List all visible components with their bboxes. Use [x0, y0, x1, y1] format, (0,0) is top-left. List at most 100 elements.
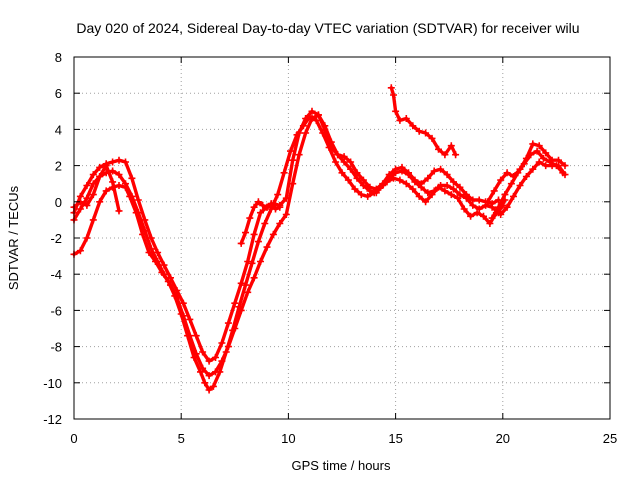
data-point-trace-b — [237, 306, 245, 314]
data-point-trace-f — [447, 142, 455, 150]
data-point-trace-b — [76, 205, 84, 213]
data-point-trace-c — [237, 279, 245, 287]
data-point-trace-c — [154, 249, 162, 256]
x-tick-label: 5 — [178, 431, 185, 446]
data-point-trace-d — [102, 162, 110, 170]
data-point-trace-a — [415, 192, 423, 200]
x-tick-label: 15 — [388, 431, 402, 446]
data-point-trace-f — [392, 107, 400, 115]
data-point-trace-b — [212, 368, 219, 376]
data-point-trace-c — [359, 176, 367, 184]
data-point-trace-a — [287, 147, 294, 155]
grid-layer — [74, 57, 610, 419]
data-point-trace-c — [244, 258, 252, 265]
data-point-trace-f — [422, 129, 430, 137]
data-point-trace-c — [224, 319, 232, 327]
data-point-trace-c — [398, 163, 406, 171]
data-point-trace-c — [321, 125, 329, 133]
data-point-trace-i — [516, 182, 524, 189]
data-point-trace-c — [282, 194, 290, 202]
y-tick-label: 6 — [55, 86, 62, 101]
data-point-trace-c — [122, 158, 129, 166]
data-point-trace-a — [209, 382, 217, 390]
data-point-trace-b — [302, 129, 310, 137]
data-point-trace-b — [147, 245, 155, 253]
data-point-trace-b — [218, 357, 226, 365]
data-point-trace-c — [128, 174, 136, 182]
y-tick-label: -2 — [50, 231, 62, 246]
y-axis-label: SDTVAR / TECUs — [6, 185, 21, 290]
data-point-trace-h — [516, 165, 524, 173]
data-point-trace-b — [450, 185, 457, 193]
data-point-trace-f — [441, 151, 449, 159]
data-point-trace-g — [501, 191, 509, 199]
data-point-trace-c — [417, 180, 425, 188]
data-point-trace-a — [454, 194, 462, 202]
data-point-trace-c — [308, 107, 316, 115]
y-tick-label: 2 — [55, 159, 62, 174]
data-point-trace-d — [109, 178, 117, 186]
data-point-trace-b — [269, 230, 277, 238]
data-point-trace-c — [199, 348, 207, 356]
data-point-trace-e — [254, 198, 262, 206]
data-point-trace-b — [295, 151, 303, 159]
data-point-trace-a — [280, 169, 288, 177]
y-tick-label: 0 — [55, 195, 62, 210]
data-point-trace-c — [456, 183, 464, 191]
data-point-trace-c — [115, 156, 123, 164]
data-point-trace-b — [205, 372, 213, 380]
data-point-trace-c — [327, 144, 335, 151]
data-point-trace-g — [507, 180, 515, 188]
data-point-trace-a — [447, 191, 455, 199]
data-point-trace-a — [248, 259, 256, 267]
y-tick-label: -8 — [50, 340, 62, 355]
data-point-trace-c — [186, 315, 194, 323]
data-point-trace-b — [276, 220, 284, 227]
data-point-trace-e — [237, 239, 245, 247]
y-tick-label: 8 — [55, 50, 62, 65]
data-point-trace-i — [510, 192, 517, 200]
data-point-trace-h — [561, 162, 569, 170]
data-point-trace-f — [396, 116, 404, 124]
data-point-trace-b — [134, 209, 142, 217]
data-point-trace-b — [231, 325, 239, 332]
data-point-trace-a — [460, 205, 468, 213]
data-point-trace-c — [192, 332, 200, 340]
data-point-trace-b — [308, 115, 316, 122]
data-point-trace-a — [96, 198, 104, 206]
data-point-trace-a — [201, 379, 209, 387]
data-point-trace-b — [109, 167, 117, 175]
data-point-trace-i — [529, 165, 537, 173]
data-point-trace-b — [199, 364, 207, 372]
data-point-trace-e — [259, 201, 267, 209]
data-point-trace-c — [443, 171, 451, 179]
data-point-trace-a — [115, 182, 123, 189]
data-point-trace-a — [402, 180, 410, 188]
data-point-trace-a — [467, 212, 475, 220]
data-point-trace-b — [263, 243, 271, 251]
data-point-trace-c — [147, 234, 155, 242]
data-point-trace-c — [250, 230, 258, 238]
data-point-trace-i — [522, 173, 530, 180]
data-point-trace-c — [179, 299, 187, 307]
data-point-trace-b — [443, 182, 451, 189]
data-point-trace-h — [490, 187, 498, 195]
y-tick-label: -4 — [50, 267, 62, 282]
data-point-trace-g — [540, 154, 547, 162]
y-tick-label: -12 — [43, 412, 62, 427]
x-tick-label: 25 — [603, 431, 617, 446]
data-point-trace-i — [548, 162, 556, 170]
data-point-trace-h — [522, 154, 530, 162]
data-point-trace-d — [83, 201, 91, 209]
data-point-trace-a — [396, 176, 404, 184]
data-point-trace-f — [428, 134, 436, 142]
data-point-trace-h — [542, 149, 550, 157]
data-point-trace-a — [351, 185, 359, 193]
data-point-trace-h — [497, 176, 505, 184]
series-trace-f — [389, 86, 458, 157]
data-point-trace-c — [167, 274, 174, 282]
data-point-trace-e — [272, 205, 279, 213]
y-tick-label: -6 — [50, 303, 62, 318]
data-point-trace-a — [357, 191, 365, 199]
y-tick-label: -10 — [43, 376, 62, 391]
